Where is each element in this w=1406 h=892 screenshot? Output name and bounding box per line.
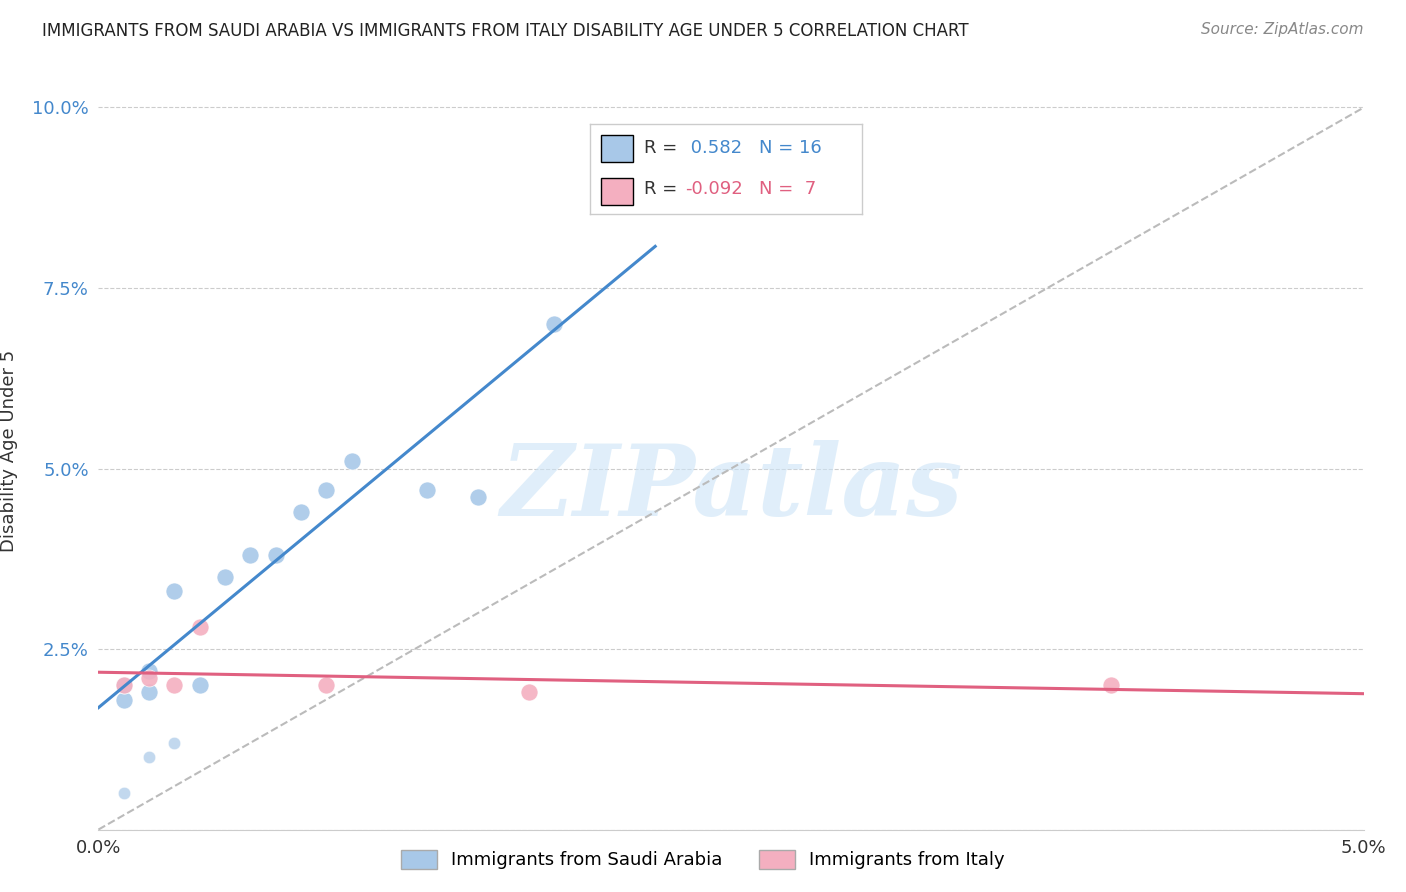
Point [188, 620, 211, 634]
Point [214, 570, 236, 584]
Point [112, 678, 135, 692]
Text: 0.582: 0.582 [685, 139, 742, 157]
Point [543, 317, 565, 331]
Point [163, 584, 186, 599]
Text: N = 16: N = 16 [759, 139, 821, 157]
Point [138, 750, 160, 764]
Point [138, 671, 160, 685]
Point [239, 548, 262, 562]
Text: IMMIGRANTS FROM SAUDI ARABIA VS IMMIGRANTS FROM ITALY DISABILITY AGE UNDER 5 COR: IMMIGRANTS FROM SAUDI ARABIA VS IMMIGRAN… [42, 22, 969, 40]
Point [340, 454, 363, 468]
Point [138, 664, 160, 678]
Text: R =: R = [644, 139, 683, 157]
Text: Source: ZipAtlas.com: Source: ZipAtlas.com [1201, 22, 1364, 37]
Point [163, 678, 186, 692]
Point [112, 787, 135, 801]
Y-axis label: Disability Age Under 5: Disability Age Under 5 [0, 350, 18, 551]
Point [315, 483, 337, 498]
Point [163, 736, 186, 750]
Point [644, 187, 666, 202]
Point [290, 505, 312, 519]
Point [416, 483, 439, 498]
Point [112, 678, 135, 692]
Point [138, 685, 160, 699]
Point [188, 678, 211, 692]
FancyBboxPatch shape [600, 135, 633, 161]
Point [517, 685, 540, 699]
Text: R =: R = [644, 180, 683, 198]
FancyBboxPatch shape [600, 178, 633, 204]
Text: -0.092: -0.092 [685, 180, 742, 198]
Point [467, 491, 489, 505]
Point [112, 692, 135, 706]
Point [315, 678, 337, 692]
Text: N =  7: N = 7 [759, 180, 815, 198]
Text: ZIPatlas: ZIPatlas [501, 440, 962, 537]
Legend: Immigrants from Saudi Arabia, Immigrants from Italy: Immigrants from Saudi Arabia, Immigrants… [392, 841, 1014, 879]
Point [264, 548, 287, 562]
Point [1099, 678, 1122, 692]
